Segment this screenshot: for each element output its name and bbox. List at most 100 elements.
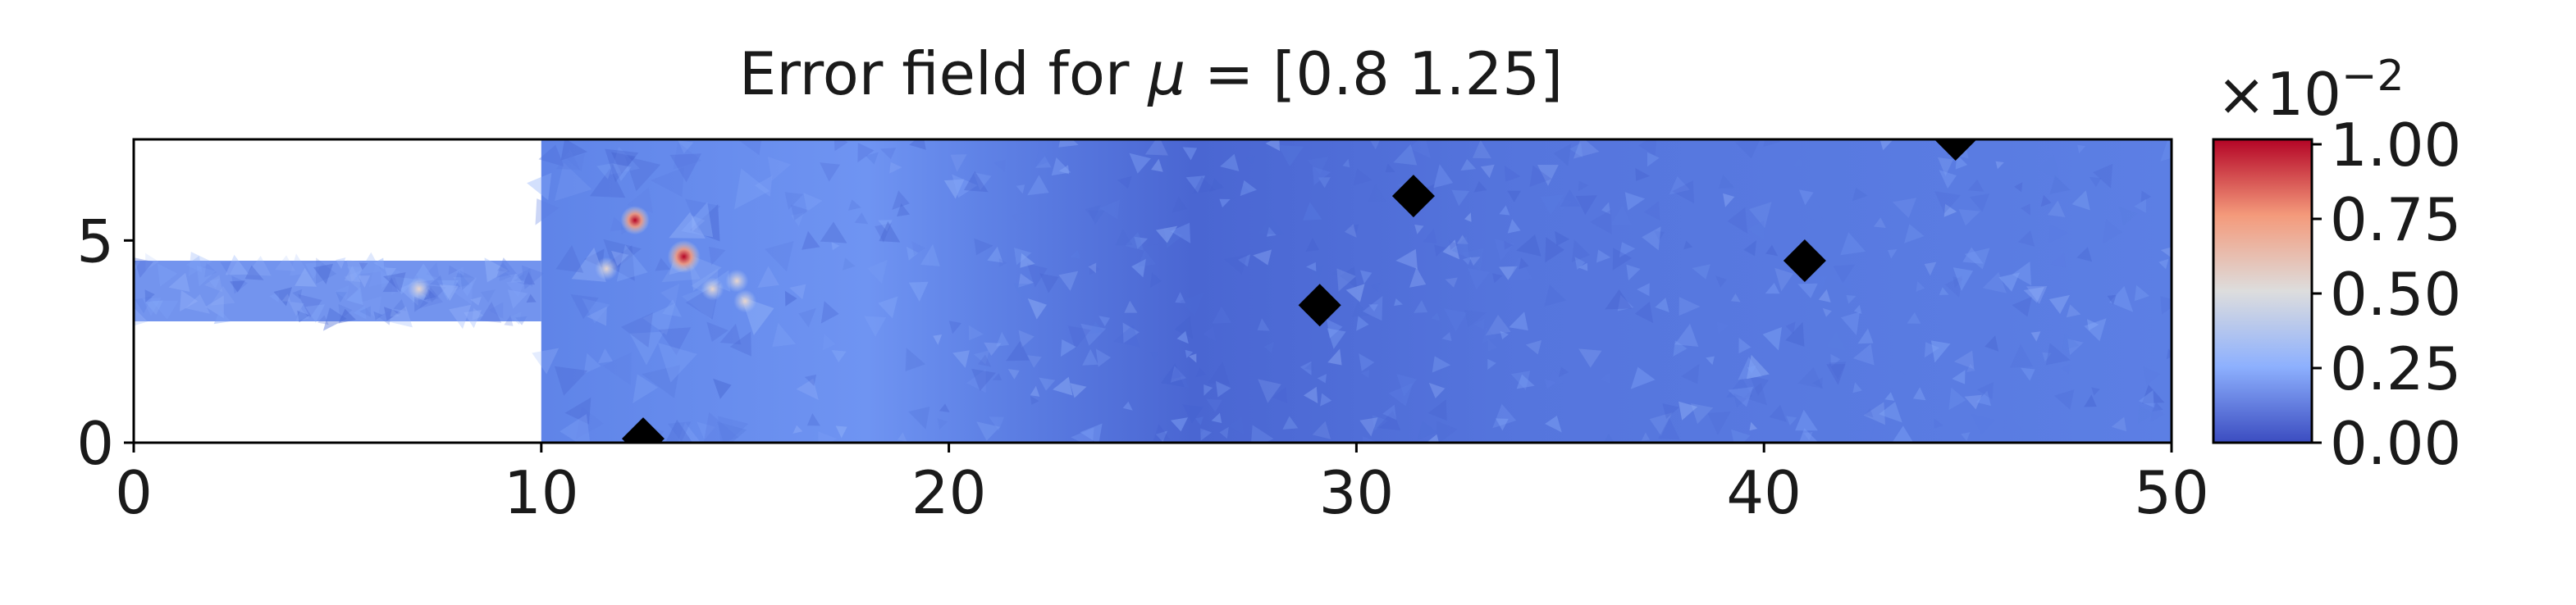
field-cell xyxy=(1189,353,1197,363)
field-cell xyxy=(472,307,484,321)
error-hotspot xyxy=(407,277,431,301)
field-cell xyxy=(304,262,323,280)
field-cell xyxy=(1257,318,1270,331)
field-cell xyxy=(1961,432,1971,441)
field-cell xyxy=(854,212,869,225)
field-cell xyxy=(697,421,715,440)
field-cell xyxy=(1385,163,1395,173)
sensor-markers xyxy=(622,139,1977,443)
field-cell xyxy=(1018,273,1034,288)
field-cell xyxy=(1414,224,1424,234)
field-cell xyxy=(373,257,385,270)
field-cell xyxy=(1802,200,1824,224)
field-cell xyxy=(2084,318,2107,342)
field-cell xyxy=(1749,375,1769,396)
field-cell xyxy=(1995,161,2004,170)
colorbar-tick-label: 0.25 xyxy=(2330,334,2461,403)
field-cell xyxy=(1492,403,1517,429)
field-cell xyxy=(426,285,447,303)
field-cell xyxy=(757,266,779,289)
field-cell xyxy=(556,148,580,171)
field-cell xyxy=(1060,339,1076,357)
field-cell xyxy=(322,307,347,331)
field-cell xyxy=(316,257,337,284)
field-cell xyxy=(2066,304,2081,318)
field-cell xyxy=(1053,376,1073,396)
field-cell xyxy=(1219,198,1231,208)
field-cell xyxy=(1185,175,1205,193)
field-cell xyxy=(1619,242,1636,258)
field-cell xyxy=(1351,302,1370,317)
field-cell xyxy=(1253,249,1272,266)
field-cell xyxy=(377,310,391,325)
field-cell xyxy=(1962,247,1984,264)
field-cell xyxy=(1360,270,1372,284)
field-cell xyxy=(2017,230,2035,247)
field-cell xyxy=(657,343,697,383)
field-cell xyxy=(1209,178,1224,193)
field-cell xyxy=(1799,428,1819,443)
field-cell xyxy=(496,262,510,272)
field-cell xyxy=(1370,282,1381,293)
field-cell xyxy=(1683,240,1693,250)
field-cell xyxy=(857,143,875,163)
plot-area xyxy=(134,139,2172,443)
field-cell xyxy=(804,374,816,386)
field-cell xyxy=(973,172,992,191)
field-cell xyxy=(436,280,459,301)
field-cell xyxy=(583,353,601,374)
field-cell xyxy=(1952,370,1966,384)
field-cell xyxy=(834,139,848,152)
field-cell xyxy=(1507,190,1521,202)
field-cell xyxy=(1382,404,1396,421)
field-cell xyxy=(2067,339,2084,356)
field-cell xyxy=(142,298,162,316)
field-cell xyxy=(1590,209,1612,234)
field-cell xyxy=(1971,413,1996,435)
field-cell xyxy=(1492,273,1503,284)
field-cell xyxy=(996,331,1010,347)
field-cell xyxy=(2107,294,2117,305)
field-cell xyxy=(802,230,820,250)
field-cell xyxy=(1658,417,1680,440)
field-cell xyxy=(1151,158,1163,172)
error-hotspot xyxy=(733,289,757,313)
field-cell xyxy=(1798,189,1814,206)
field-cell xyxy=(1977,382,1994,400)
field-cell xyxy=(2089,177,2102,188)
field-cell xyxy=(1730,293,1741,302)
field-cell xyxy=(684,198,721,231)
field-cell xyxy=(633,374,659,403)
field-cell xyxy=(1934,191,1962,214)
error-hotspots xyxy=(407,206,757,313)
field-cell xyxy=(678,422,701,443)
field-cell xyxy=(2102,219,2123,245)
field-cell xyxy=(526,293,537,303)
field-cell xyxy=(1669,176,1690,195)
field-cell xyxy=(1998,272,2021,292)
field-cell xyxy=(911,241,926,256)
field-cell xyxy=(386,306,413,328)
field-cell xyxy=(1220,153,1240,171)
field-cell xyxy=(1953,276,1963,288)
field-cell xyxy=(1258,379,1281,403)
field-cell xyxy=(535,198,560,225)
field-cell xyxy=(610,146,640,175)
field-cell xyxy=(1723,193,1735,207)
field-cell xyxy=(1080,423,1103,443)
field-cell xyxy=(1155,430,1167,443)
field-cell xyxy=(651,167,684,198)
field-cell xyxy=(1149,352,1158,361)
field-cell xyxy=(655,257,671,271)
field-cell xyxy=(2045,343,2071,366)
field-cell xyxy=(937,418,948,430)
field-cell xyxy=(1762,327,1782,351)
title-suffix: = [0.8 1.25] xyxy=(1185,39,1563,108)
field-cell xyxy=(708,246,726,266)
main-chamber-field xyxy=(541,139,2172,443)
field-cell xyxy=(1578,262,1588,271)
field-cell xyxy=(1948,387,1966,411)
field-cell xyxy=(513,273,524,285)
field-cell xyxy=(2048,294,2071,314)
